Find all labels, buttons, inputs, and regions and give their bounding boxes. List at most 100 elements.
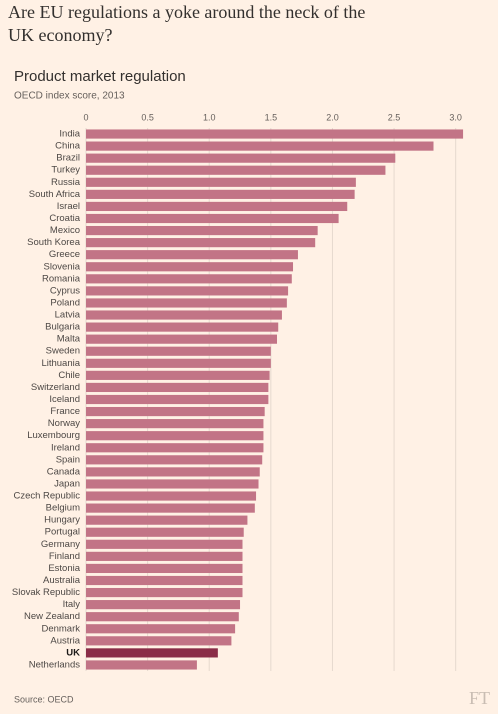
y-tick-label: Ireland bbox=[51, 442, 80, 453]
y-tick-label: Croatia bbox=[49, 213, 80, 224]
x-tick-label: 2.5 bbox=[388, 112, 401, 122]
y-tick-label: Spain bbox=[56, 454, 80, 465]
bar bbox=[86, 189, 355, 199]
y-tick-label: New Zealand bbox=[24, 611, 80, 622]
y-tick-label: South Korea bbox=[27, 237, 81, 248]
y-tick-label: UK bbox=[66, 647, 80, 658]
bar bbox=[86, 503, 255, 513]
bar bbox=[86, 539, 243, 549]
bar bbox=[86, 624, 236, 634]
bar bbox=[86, 274, 292, 284]
y-tick-label: Italy bbox=[63, 599, 81, 610]
x-tick-label: 0.5 bbox=[141, 112, 154, 122]
bar bbox=[86, 225, 318, 236]
source: Source: OECD bbox=[14, 694, 74, 704]
y-tick-label: Australia bbox=[43, 575, 81, 586]
y-tick-label: Malta bbox=[57, 334, 81, 345]
y-tick-label: Estonia bbox=[48, 563, 80, 574]
bar bbox=[86, 141, 434, 151]
y-tick-label: Bulgaria bbox=[45, 322, 81, 333]
y-tick-label: Denmark bbox=[41, 623, 80, 634]
bar bbox=[86, 551, 243, 561]
y-tick-label: South Africa bbox=[29, 189, 81, 200]
y-tick-label: Czech Republic bbox=[13, 491, 80, 502]
bar bbox=[86, 177, 356, 187]
bar bbox=[86, 491, 257, 501]
y-tick-label: Canada bbox=[47, 466, 81, 477]
bar bbox=[86, 406, 265, 417]
y-tick-label: Iceland bbox=[49, 394, 80, 405]
y-tick-label: Luxembourg bbox=[27, 430, 80, 441]
y-tick-label: Sweden bbox=[46, 346, 80, 357]
logo: FT bbox=[469, 688, 490, 708]
bar bbox=[86, 262, 294, 272]
y-tick-label: China bbox=[55, 141, 81, 152]
bar bbox=[86, 636, 232, 646]
y-tick-label: Lithuania bbox=[41, 358, 80, 369]
bar bbox=[86, 648, 218, 658]
bar bbox=[86, 298, 287, 308]
bar bbox=[86, 213, 339, 224]
bar bbox=[86, 600, 241, 610]
bar bbox=[86, 394, 269, 405]
y-tick-label: Poland bbox=[50, 297, 80, 308]
chart-title: Product market regulation bbox=[14, 68, 186, 85]
bar bbox=[86, 370, 270, 380]
y-tick-label: Japan bbox=[54, 478, 80, 489]
bar bbox=[86, 563, 243, 574]
bar bbox=[86, 455, 263, 465]
y-tick-label: Norway bbox=[48, 418, 80, 429]
y-tick-label: Brazil bbox=[56, 153, 80, 164]
x-tick-label: 3.0 bbox=[449, 112, 462, 122]
y-tick-label: Turkey bbox=[51, 165, 80, 176]
y-tick-label: Hungary bbox=[44, 515, 80, 526]
bar bbox=[86, 587, 243, 598]
bar bbox=[86, 358, 271, 368]
bar bbox=[86, 153, 396, 163]
bar bbox=[86, 238, 316, 248]
bar bbox=[86, 479, 259, 489]
bar bbox=[86, 431, 264, 441]
y-tick-label: Israel bbox=[57, 201, 80, 212]
y-tick-label: Belgium bbox=[46, 503, 80, 514]
bar bbox=[86, 660, 197, 670]
y-tick-label: Chile bbox=[58, 370, 80, 381]
page-title: Are EU regulations a yoke around the nec… bbox=[8, 2, 365, 45]
x-tick-label: 1.5 bbox=[265, 112, 278, 122]
bar bbox=[86, 201, 348, 212]
bar bbox=[86, 575, 243, 586]
y-tick-label: France bbox=[50, 406, 80, 417]
bar bbox=[86, 527, 244, 537]
y-tick-label: Greece bbox=[49, 249, 80, 260]
bar bbox=[86, 165, 386, 175]
y-tick-label: Russia bbox=[51, 177, 81, 188]
bar bbox=[86, 286, 289, 296]
y-tick-label: Finland bbox=[49, 551, 80, 562]
bar bbox=[86, 467, 260, 477]
bar bbox=[86, 443, 264, 453]
y-tick-label: Romania bbox=[42, 273, 81, 284]
y-tick-label: Latvia bbox=[55, 310, 81, 321]
bar bbox=[86, 129, 464, 139]
y-tick-label: India bbox=[59, 129, 80, 140]
bar bbox=[86, 310, 282, 320]
x-tick-label: 2.0 bbox=[326, 112, 339, 122]
bar bbox=[86, 346, 271, 356]
y-tick-label: Portugal bbox=[45, 527, 80, 538]
y-tick-label: Slovak Republic bbox=[12, 587, 80, 598]
y-tick-label: Cyprus bbox=[50, 285, 80, 296]
bar bbox=[86, 419, 264, 429]
bar bbox=[86, 322, 279, 332]
y-tick-label: Slovenia bbox=[44, 261, 81, 272]
x-tick-label: 0 bbox=[83, 112, 88, 122]
bar bbox=[86, 382, 269, 393]
y-tick-label: Germany bbox=[41, 539, 80, 550]
y-tick-label: Switzerland bbox=[31, 382, 80, 393]
x-tick-label: 1.0 bbox=[203, 112, 216, 122]
y-tick-label: Austria bbox=[50, 635, 80, 646]
y-tick-label: Mexico bbox=[50, 225, 80, 236]
chart-subtitle: OECD index score, 2013 bbox=[14, 91, 125, 102]
bar bbox=[86, 515, 248, 525]
y-tick-label: Netherlands bbox=[29, 659, 80, 670]
